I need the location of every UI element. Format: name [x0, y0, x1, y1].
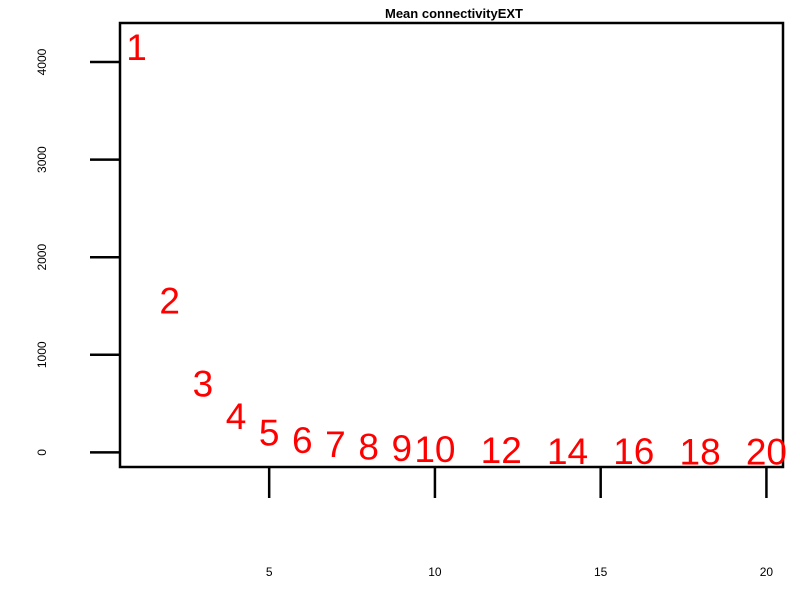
plot-frame	[118, 21, 785, 469]
data-point-label: 6	[292, 420, 313, 461]
x-tick-label: 10	[428, 565, 442, 579]
data-point-label: 1	[126, 27, 147, 68]
data-point-label: 2	[159, 281, 180, 322]
x-tick-label: 15	[594, 565, 608, 579]
data-point-label: 5	[259, 412, 280, 453]
y-tick-label: 1000	[35, 341, 49, 368]
y-tick-label: 4000	[35, 48, 49, 75]
data-point-label: 7	[325, 424, 346, 465]
y-tick-label: 0	[35, 449, 49, 456]
data-point-label: 16	[613, 431, 654, 472]
y-axis: 0 1000 2000 3000 4000	[35, 48, 120, 456]
data-point-label: 3	[193, 364, 214, 405]
y-tick-label: 2000	[35, 244, 49, 271]
data-point-label: 9	[391, 428, 412, 469]
data-point-label: 18	[680, 431, 721, 472]
x-tick-label: 20	[760, 565, 774, 579]
data-point-label: 4	[226, 396, 247, 437]
data-point-label: 12	[481, 430, 522, 471]
x-axis: 5 10 15 20	[266, 467, 774, 579]
data-point-label: 10	[414, 429, 455, 470]
y-tick-label: 3000	[35, 146, 49, 173]
data-point-label: 20	[746, 431, 787, 472]
x-tick-label: 5	[266, 565, 273, 579]
data-point-label: 14	[547, 431, 588, 472]
chart-title: Mean connectivityEXT	[385, 6, 523, 21]
data-point-label: 8	[358, 426, 379, 467]
